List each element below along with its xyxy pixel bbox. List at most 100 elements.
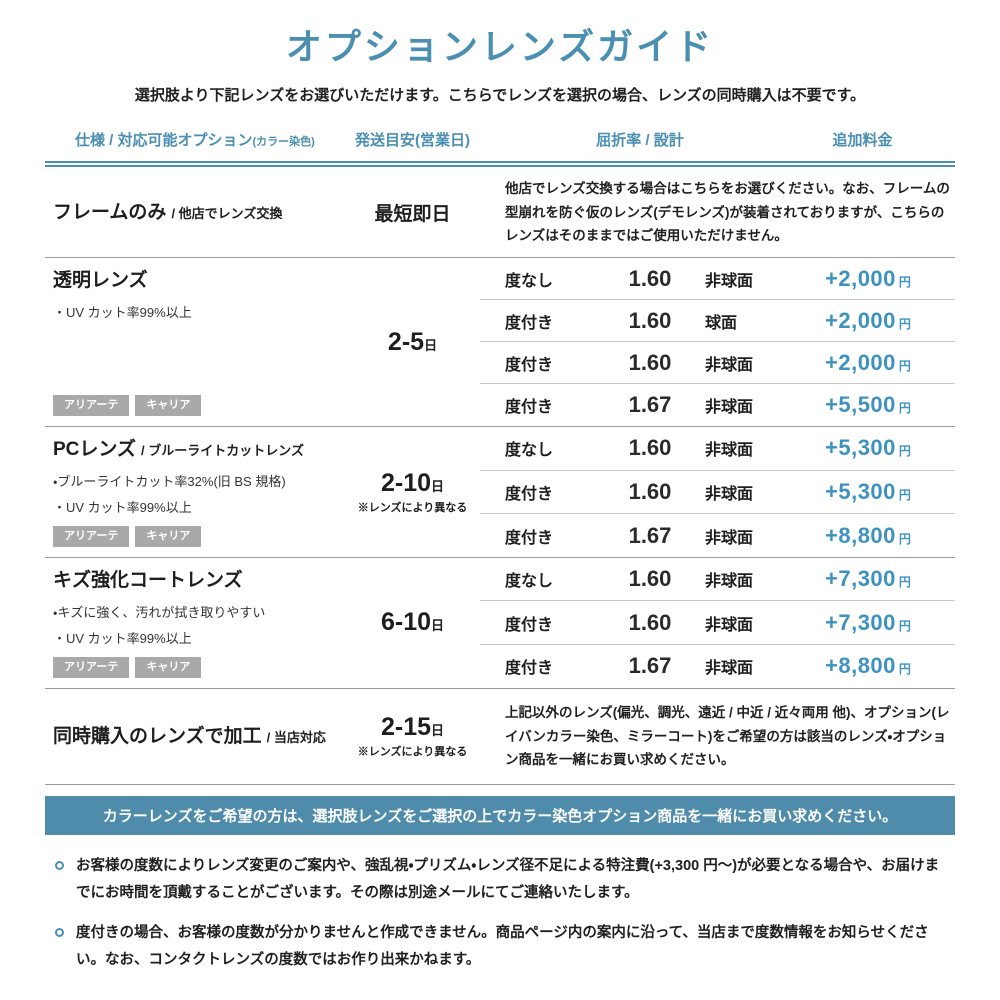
column-header-price: 追加料金: [832, 132, 893, 150]
column-header-spec-note: (カラー染色): [252, 136, 315, 149]
option-price: +5,300 円: [825, 435, 911, 461]
shipping-cell: 2-10日 ※レンズにより異なる: [345, 427, 480, 557]
spec-cell: PCレンズ / ブルーライトカットレンズ ・ブルーライトカット率32%(旧 BS …: [45, 427, 345, 557]
lens-option-row: 度付き 1.60 非球面 +5,300 円: [480, 471, 955, 515]
lens-option-row: 度付き 1.60 非球面 +2,000 円: [480, 342, 955, 385]
circle-bullet-icon: [55, 860, 64, 870]
note-item: お客様の度数によりレンズ変更のご案内や、強乱視・プリズム・レンズ径不足による特注…: [55, 853, 945, 908]
spec-cell: フレームのみ / 他店でレンズ交換: [45, 167, 345, 257]
option-power: 度なし: [505, 573, 554, 591]
lens-option-row: 度なし 1.60 非球面 +5,300 円: [480, 427, 955, 471]
row-title: 透明レンズ: [53, 270, 148, 292]
option-power: 度付き: [505, 399, 554, 417]
feature-item: ・UV カット率99%以上: [53, 630, 192, 646]
shipping-note: ※レンズにより異なる: [357, 746, 468, 759]
feature-item: ・キズに強く、汚れが拭き取りやすい: [53, 604, 266, 620]
yen-unit: 円: [898, 575, 911, 590]
header-divider: [45, 161, 955, 168]
lens-options-list: 度なし 1.60 非球面 +7,300 円 度付き 1.60 非球面 +7,300…: [480, 558, 955, 688]
row-title: キズ強化コートレンズ: [53, 569, 243, 591]
yen-unit: 円: [898, 531, 911, 546]
yen-unit: 円: [898, 358, 911, 373]
lens-option-guide-page: オプションレンズガイド 選択肢より下記レンズをお選びいただけます。こちらでレンズ…: [45, 26, 955, 975]
option-price: +7,300 円: [825, 609, 911, 635]
table-row-pc-lens: PCレンズ / ブルーライトカットレンズ ・ブルーライトカット率32%(旧 BS …: [45, 427, 955, 558]
feature-item: ・ブルーライトカット率32%(旧 BS 規格): [53, 473, 286, 489]
spec-cell: 透明レンズ ・UV カット率99%以上 アリアーテ キャリア: [45, 258, 345, 426]
page-title: オプションレンズガイド: [285, 26, 715, 67]
option-design: 非球面: [705, 356, 754, 374]
option-power: 度付き: [505, 616, 554, 634]
shipping-estimate: 2-10日: [380, 468, 445, 497]
option-tags: アリアーテ キャリア: [53, 647, 345, 678]
option-design: 球面: [705, 314, 738, 332]
feature-item: ・UV カット率99%以上: [53, 499, 192, 515]
column-header-refraction: 屈折率 / 設計: [596, 132, 684, 150]
option-power: 度なし: [505, 272, 554, 290]
circle-bullet-icon: [55, 928, 64, 938]
table-row-simultaneous-purchase: 同時購入のレンズで加工 / 当店対応 2-15日 ※レンズにより異なる 上記以外の…: [45, 689, 955, 785]
shipping-note: ※レンズにより異なる: [357, 501, 468, 514]
row-description: 上記以外のレンズ(偏光、調光、遠近 / 中近 / 近々両用 他)、オプション(レ…: [505, 705, 950, 767]
option-refraction-index: 1.60: [628, 349, 672, 375]
table-row-clear-lens: 透明レンズ ・UV カット率99%以上 アリアーテ キャリア 2-5日 度なし …: [45, 258, 955, 428]
option-price: +5,500 円: [825, 392, 911, 418]
lens-option-row: 度付き 1.67 非球面 +8,800 円: [480, 514, 955, 557]
option-price: +2,000 円: [825, 265, 911, 291]
option-power: 度付き: [505, 314, 554, 332]
shipping-estimate: 6-10日: [380, 608, 445, 637]
option-refraction-index: 1.60: [628, 609, 672, 635]
lens-option-row: 度なし 1.60 非球面 +2,000 円: [480, 258, 955, 301]
column-header-spec: 仕様 / 対応可能オプション(カラー染色): [75, 132, 315, 150]
tag-career: キャリア: [135, 656, 202, 678]
option-design: 非球面: [705, 485, 754, 503]
option-design: 非球面: [705, 272, 754, 290]
option-refraction-index: 1.60: [628, 566, 672, 592]
option-tags: アリアーテ キャリア: [53, 516, 345, 547]
option-refraction-index: 1.60: [628, 435, 672, 461]
note-text: お客様の度数によりレンズ変更のご案内や、強乱視・プリズム・レンズ径不足による特注…: [76, 857, 940, 901]
shipping-estimate: 2-15日: [380, 713, 445, 742]
yen-unit: 円: [898, 274, 911, 289]
row-description: 他店でレンズ交換する場合はこちらをお選びください。なお、フレームの型崩れを防ぐ仮…: [505, 181, 950, 243]
row-title: PCレンズ / ブルーライトカットレンズ: [53, 439, 304, 461]
shipping-cell: 2-5日: [345, 258, 480, 426]
option-refraction-index: 1.60: [628, 307, 672, 333]
option-power: 度付き: [505, 485, 554, 503]
option-design: 非球面: [705, 573, 754, 591]
option-refraction-index: 1.67: [628, 522, 672, 548]
yen-unit: 円: [898, 316, 911, 331]
tag-ariaate: アリアーテ: [53, 656, 130, 678]
option-design: 非球面: [705, 442, 754, 460]
lens-option-row: 度なし 1.60 非球面 +7,300 円: [480, 558, 955, 602]
note-item: 度付きの場合、お客様の度数が分かりませんと作成できません。商品ページ内の案内に沿…: [55, 920, 945, 975]
yen-unit: 円: [898, 487, 911, 502]
option-price: +8,800 円: [825, 653, 911, 679]
table-row-frame-only: フレームのみ / 他店でレンズ交換 最短即日 他店でレンズ交換する場合はこちらをお…: [45, 167, 955, 259]
option-price: +5,300 円: [825, 478, 911, 504]
option-price: +7,300 円: [825, 566, 911, 592]
yen-unit: 円: [898, 401, 911, 416]
yen-unit: 円: [898, 662, 911, 677]
row-title: 同時購入のレンズで加工 / 当店対応: [53, 725, 326, 747]
row-title: フレームのみ / 他店でレンズ交換: [53, 201, 283, 223]
option-design: 非球面: [705, 399, 754, 417]
shipping-estimate: 最短即日: [374, 203, 451, 225]
option-power: 度なし: [505, 442, 554, 460]
tag-ariaate: アリアーテ: [53, 395, 130, 417]
option-power: 度付き: [505, 660, 554, 678]
option-design: 非球面: [705, 660, 754, 678]
option-tags: アリアーテ キャリア: [53, 385, 345, 417]
option-power: 度付き: [505, 529, 554, 547]
option-price: +8,800 円: [825, 522, 911, 548]
shipping-cell: 6-10日: [345, 558, 480, 688]
lens-options-list: 度なし 1.60 非球面 +5,300 円 度付き 1.60 非球面 +5,300…: [480, 427, 955, 557]
spec-cell: 同時購入のレンズで加工 / 当店対応: [45, 689, 345, 784]
color-lens-banner: カラーレンズをご希望の方は、選択肢レンズをご選択の上でカラー染色オプション商品を…: [45, 795, 955, 835]
shipping-estimate: 2-5日: [387, 327, 438, 356]
option-refraction-index: 1.67: [628, 653, 672, 679]
option-design: 非球面: [705, 529, 754, 547]
lens-option-row: 度付き 1.67 非球面 +5,500 円: [480, 384, 955, 426]
tag-career: キャリア: [135, 525, 202, 547]
option-refraction-index: 1.60: [628, 478, 672, 504]
